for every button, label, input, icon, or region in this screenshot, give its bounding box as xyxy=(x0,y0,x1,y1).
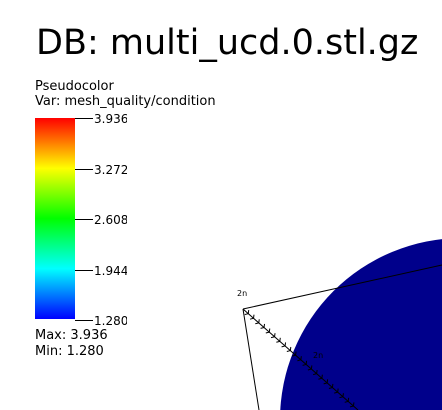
axis-tick xyxy=(307,368,312,371)
axis-tick xyxy=(349,405,354,408)
axis-tick xyxy=(249,317,254,320)
mesh-surface xyxy=(280,239,442,410)
axis-tick xyxy=(291,354,296,357)
tick-mark xyxy=(75,219,93,220)
colorbar xyxy=(35,118,75,319)
axis-tick xyxy=(302,363,307,366)
colorbar-tick: 1.280 xyxy=(75,313,127,327)
legend-plot-type: Pseudocolor xyxy=(35,79,114,94)
colorbar-tick: 3.272 xyxy=(75,162,127,176)
legend-variable: Var: mesh_quality/condition xyxy=(35,94,216,109)
axis-tick xyxy=(281,345,286,348)
axis-tick xyxy=(244,313,249,316)
axis-tick xyxy=(334,391,338,394)
tick-mark xyxy=(75,169,93,170)
tick-mark xyxy=(75,118,93,119)
tick-label: 3.936 xyxy=(94,111,127,126)
axis-ticks xyxy=(244,309,355,408)
axis-tick xyxy=(255,322,259,325)
colorbar-tick: 2.608 xyxy=(75,212,127,226)
axis-tick xyxy=(270,336,275,339)
legend-max: Max: 3.936 xyxy=(35,328,108,343)
axis-tick xyxy=(260,326,265,329)
bounding-box-edge xyxy=(242,264,442,310)
legend-min: Min: 1.280 xyxy=(35,344,104,359)
tick-mark xyxy=(75,270,93,271)
axis-tick xyxy=(328,387,333,389)
tick-label: 1.944 xyxy=(94,263,127,278)
axis-tick xyxy=(276,340,280,343)
tick-label: 3.272 xyxy=(94,162,127,177)
tick-mark xyxy=(75,320,93,321)
axis-tick xyxy=(265,331,270,334)
colorbar-tick: 3.936 xyxy=(75,111,127,125)
colorbar-tick: 1.944 xyxy=(75,263,127,277)
axis-tick xyxy=(313,373,317,376)
axis-tick xyxy=(297,359,301,362)
tick-label: 1.280 xyxy=(94,313,127,328)
axis-tick xyxy=(339,396,344,399)
axis-tick xyxy=(286,350,291,352)
axis-tick xyxy=(323,382,328,385)
axis-label: 2n xyxy=(237,289,247,298)
axis-tick xyxy=(344,400,349,403)
tick-label: 2.608 xyxy=(94,212,127,227)
axis-tick xyxy=(318,377,323,380)
bounding-box-edge xyxy=(242,308,260,410)
axis-label: 2n xyxy=(313,351,323,360)
database-title: DB: multi_ucd.0.stl.gz xyxy=(36,23,419,63)
